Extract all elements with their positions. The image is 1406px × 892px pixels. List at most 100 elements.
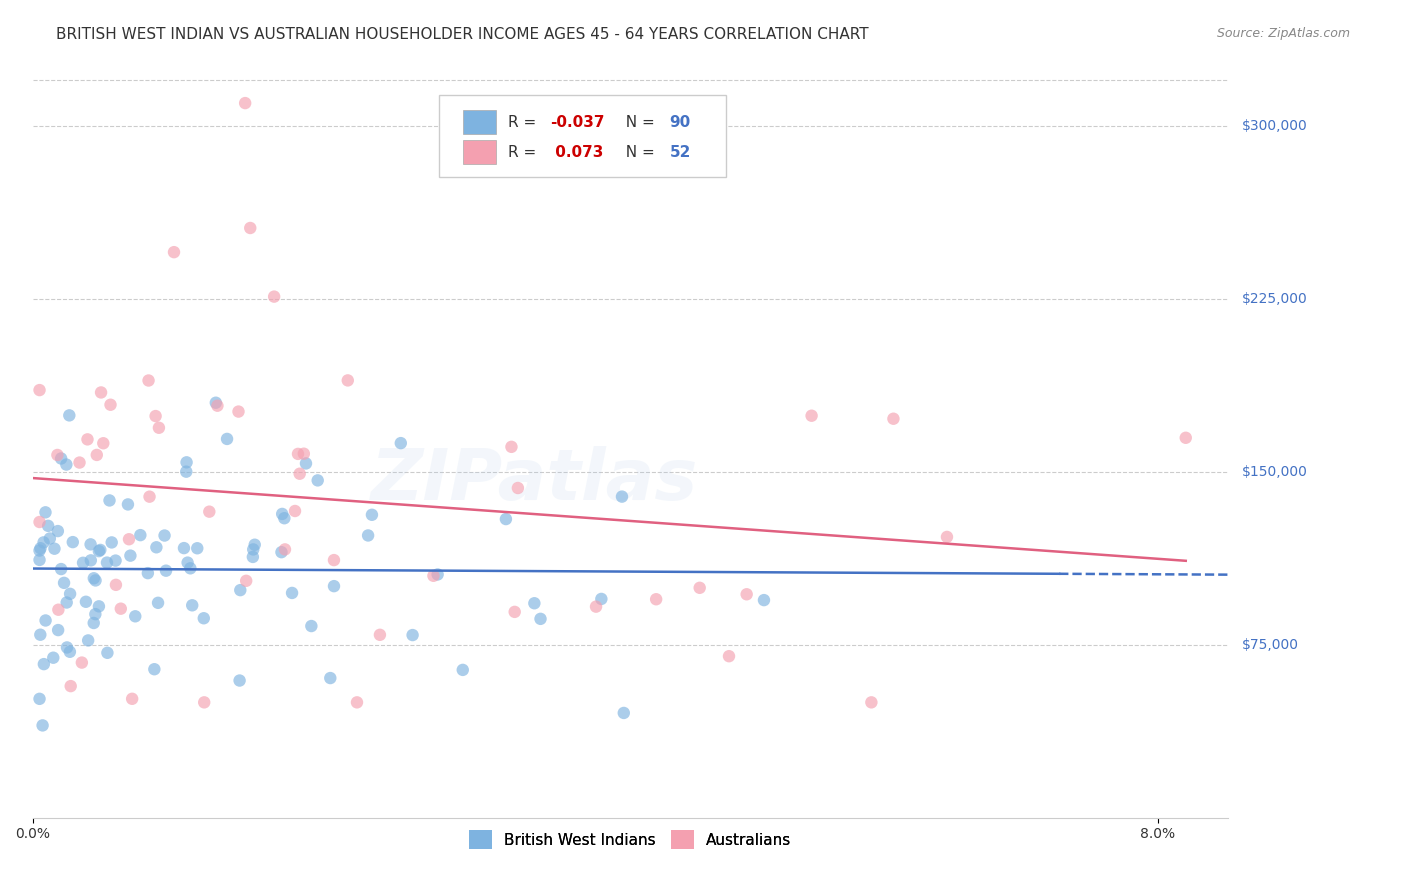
Text: N =: N = (616, 145, 659, 160)
Point (28, 553, 51, 567)
Point (752, 593, 775, 607)
Point (138, 490, 160, 504)
Point (401, 628, 423, 642)
Point (91, 436, 114, 450)
Point (270, 545, 292, 559)
Point (38, 532, 60, 546)
Point (284, 504, 307, 518)
Point (96, 556, 118, 570)
Point (295, 457, 318, 471)
Point (361, 508, 384, 522)
Point (59, 679, 82, 693)
Point (69, 456, 91, 470)
Point (263, 290, 285, 304)
Point (76, 433, 98, 447)
Point (368, 628, 391, 642)
Point (242, 542, 264, 557)
Point (422, 569, 444, 583)
Point (591, 591, 613, 606)
Point (145, 541, 167, 555)
Point (529, 612, 551, 626)
Point (860, 695, 883, 709)
Text: Source: ZipAtlas.com: Source: ZipAtlas.com (1216, 27, 1350, 40)
Point (121, 691, 143, 706)
Point (120, 549, 142, 563)
Point (181, 599, 204, 613)
Point (89, 543, 111, 558)
Point (146, 596, 169, 610)
Point (229, 583, 252, 598)
Point (292, 447, 315, 461)
Point (80, 553, 103, 567)
Point (506, 481, 529, 495)
Point (495, 512, 517, 526)
Point (37, 519, 59, 533)
Point (104, 553, 127, 567)
Point (1174, 431, 1197, 445)
Point (153, 528, 176, 542)
Point (117, 497, 139, 511)
Point (193, 611, 215, 625)
Point (173, 541, 195, 555)
Point (124, 609, 146, 624)
Point (28, 543, 51, 558)
Point (55, 595, 77, 609)
Point (46, 524, 69, 538)
Point (323, 579, 346, 593)
Point (84, 574, 107, 588)
FancyBboxPatch shape (463, 111, 496, 135)
Point (243, 538, 266, 552)
Point (503, 605, 526, 619)
Point (207, 399, 229, 413)
Point (205, 395, 228, 409)
Text: $300,000: $300,000 (1241, 120, 1308, 133)
Point (84, 607, 107, 621)
Point (274, 542, 297, 557)
Point (28, 691, 51, 706)
Point (523, 596, 546, 610)
Point (163, 245, 186, 260)
Point (242, 549, 264, 564)
Text: R =: R = (509, 145, 541, 160)
Point (59, 645, 82, 659)
Point (357, 528, 380, 542)
Point (610, 490, 633, 504)
Text: $75,000: $75,000 (1241, 638, 1299, 652)
Point (136, 566, 159, 581)
Point (193, 695, 215, 709)
Point (936, 530, 959, 544)
Point (717, 649, 740, 664)
Point (228, 404, 250, 418)
Point (30, 628, 52, 642)
Point (90, 385, 112, 400)
Point (62, 535, 84, 549)
Point (287, 447, 309, 461)
Point (138, 374, 160, 388)
Point (239, 221, 262, 235)
Point (174, 465, 197, 479)
Point (44, 541, 66, 556)
Point (176, 455, 198, 469)
Point (148, 421, 170, 435)
Point (689, 581, 711, 595)
Point (59, 587, 82, 601)
Text: $150,000: $150,000 (1241, 465, 1308, 479)
Point (882, 411, 904, 425)
Text: N =: N = (616, 115, 659, 130)
Point (585, 599, 607, 614)
Point (145, 409, 167, 423)
Point (501, 440, 523, 454)
Point (336, 373, 359, 387)
Point (55, 458, 77, 472)
Point (49, 562, 72, 576)
Point (77, 633, 100, 648)
Point (307, 474, 329, 488)
Point (100, 398, 122, 412)
Point (79, 537, 101, 551)
Point (48, 603, 70, 617)
Point (155, 564, 177, 578)
Point (613, 706, 636, 720)
Point (346, 695, 368, 709)
Text: 0.073: 0.073 (550, 145, 603, 160)
Point (70, 656, 93, 670)
